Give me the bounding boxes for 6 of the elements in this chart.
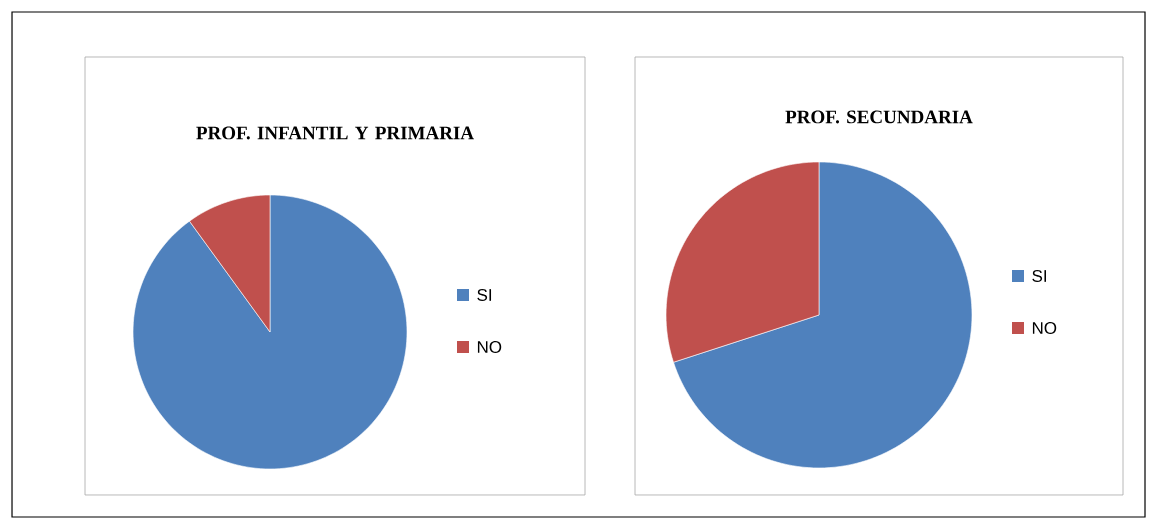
legend-label: NO	[1032, 321, 1057, 335]
legend-label: SI	[477, 288, 492, 302]
chart-title: PROF. SECUNDARIA	[785, 110, 973, 124]
legend-label: NO	[477, 340, 502, 354]
chart-title: PROF. INFANTIL Y PRIMARIA	[196, 126, 474, 140]
legend-label: SI	[1032, 269, 1047, 283]
